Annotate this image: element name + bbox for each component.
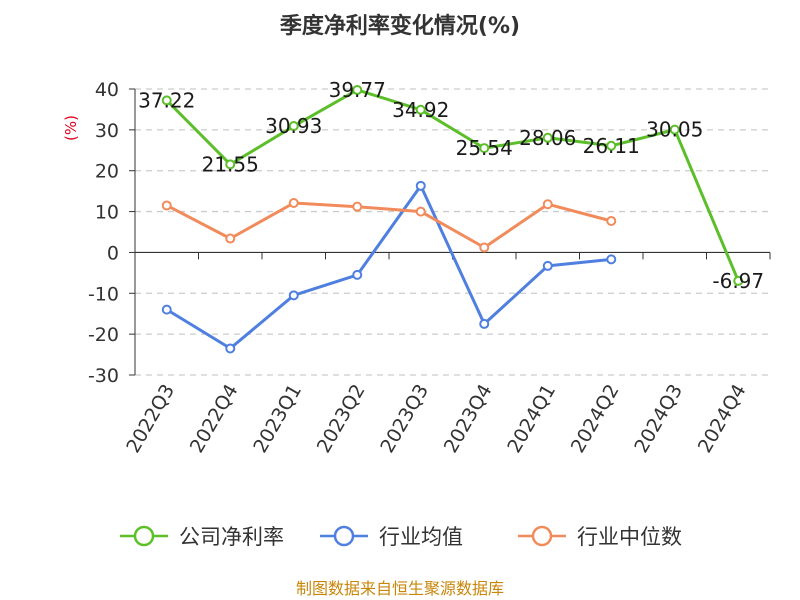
y-tick-label: -10 xyxy=(88,283,119,305)
legend[interactable]: 公司净利率 行业均值 行业中位数 xyxy=(120,525,682,549)
data-point xyxy=(161,95,172,106)
data-label: 28.06 xyxy=(519,126,576,150)
x-tick-label: 2023Q2 xyxy=(313,381,370,457)
data-point xyxy=(415,104,426,115)
y-axis-label: (%) xyxy=(62,115,80,141)
x-tick-labels: 2022Q3 2022Q4 2023Q1 2023Q2 2023Q3 2023Q4 2024… xyxy=(122,381,750,457)
data-point xyxy=(352,201,363,212)
data-point xyxy=(669,124,680,135)
data-point xyxy=(606,254,617,265)
data-label: 26.11 xyxy=(583,134,640,158)
data-point xyxy=(288,290,299,301)
x-tick-label: 2022Q3 xyxy=(122,381,179,457)
chart-title: 季度净利率变化情况(%) xyxy=(280,13,520,39)
data-point xyxy=(733,275,744,286)
series-line xyxy=(166,201,612,249)
data-point xyxy=(606,215,617,226)
legend-item[interactable]: 行业中位数 xyxy=(518,525,682,549)
series-line xyxy=(166,184,612,350)
x-tick-label: 2022Q4 xyxy=(186,381,243,457)
x-tick-label: 2024Q3 xyxy=(630,381,687,457)
y-tick-label: 40 xyxy=(95,79,119,101)
x-tick-label: 2023Q4 xyxy=(440,381,497,457)
data-point xyxy=(161,304,172,315)
data-point xyxy=(542,199,553,210)
data-label: 30.93 xyxy=(265,114,322,138)
data-point xyxy=(542,132,553,143)
data-point xyxy=(415,180,426,191)
data-point xyxy=(352,269,363,280)
data-point xyxy=(542,260,553,271)
x-tick-label: 2023Q3 xyxy=(376,381,433,457)
x-tick-label: 2023Q1 xyxy=(249,381,306,457)
source-note: 制图数据来自恒生聚源数据库 xyxy=(296,579,504,598)
y-tick-label: -20 xyxy=(88,324,119,346)
y-tick-label: -30 xyxy=(88,365,119,387)
data-label: 34.92 xyxy=(392,98,449,122)
data-label: 37.22 xyxy=(138,88,195,112)
data-point xyxy=(225,159,236,170)
data-point xyxy=(225,233,236,244)
data-label: 30.05 xyxy=(646,118,703,142)
y-tick-label: 20 xyxy=(95,161,119,183)
legend-item[interactable]: 公司净利率 xyxy=(120,525,284,549)
legend-swatch-marker xyxy=(333,525,355,547)
data-label: -6.97 xyxy=(712,269,764,293)
data-point xyxy=(415,206,426,217)
data-point xyxy=(161,200,172,211)
series-lines xyxy=(165,88,740,350)
legend-label: 行业均值 xyxy=(379,525,463,549)
y-tick-label: 30 xyxy=(95,120,119,142)
legend-label: 公司净利率 xyxy=(179,525,284,549)
series-points xyxy=(161,84,744,354)
x-tick-label: 2024Q2 xyxy=(567,381,624,457)
data-point xyxy=(479,143,490,154)
x-tick-label: 2024Q4 xyxy=(694,381,751,457)
data-point xyxy=(288,121,299,132)
legend-label: 行业中位数 xyxy=(577,525,682,549)
y-tick-labels: 40 30 20 10 0 -10 -20 -30 xyxy=(88,79,119,387)
data-label: 39.77 xyxy=(329,78,386,102)
data-point xyxy=(352,84,363,95)
legend-swatch-marker xyxy=(531,525,553,547)
data-point xyxy=(479,318,490,329)
data-point xyxy=(288,197,299,208)
x-tick-label: 2024Q1 xyxy=(503,381,560,457)
data-label: 21.55 xyxy=(202,152,259,176)
data-point xyxy=(479,242,490,253)
data-point xyxy=(225,343,236,354)
y-tick-label: 0 xyxy=(107,242,119,264)
legend-item[interactable]: 行业均值 xyxy=(320,525,463,549)
legend-swatch-marker xyxy=(133,525,155,547)
data-point xyxy=(606,140,617,151)
data-label: 25.54 xyxy=(456,136,513,160)
series-line xyxy=(165,88,740,282)
y-tick-label: 10 xyxy=(95,202,119,224)
grid-lines xyxy=(135,88,770,376)
